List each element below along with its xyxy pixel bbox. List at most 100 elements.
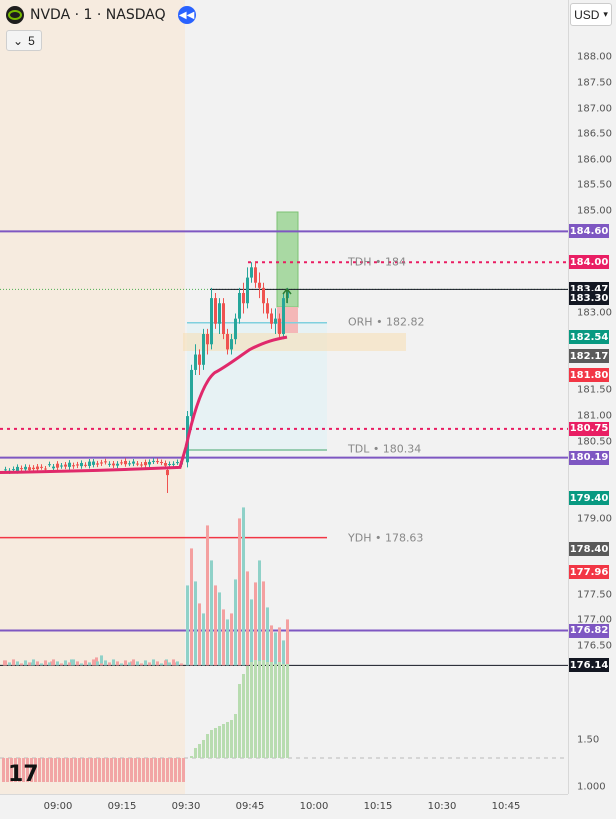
volume-bar <box>278 627 281 666</box>
price-tick: 1.000 <box>577 781 606 793</box>
time-axis[interactable]: 09:00 09:15 09:30 09:45 10:00 10:15 10:30 10:45 <box>0 794 568 819</box>
currency-selector[interactable]: USD ▾ <box>570 3 612 26</box>
indicator-bar <box>102 758 105 782</box>
indicator-bar <box>10 758 13 782</box>
candle <box>52 466 55 469</box>
badge-183-30: 183.30 <box>569 291 609 306</box>
time-tick: 10:45 <box>491 801 521 812</box>
time-tick: 10:15 <box>363 801 393 812</box>
indicator-bar <box>282 664 285 758</box>
indicator-bar <box>254 660 257 758</box>
indicator-bar <box>258 661 261 758</box>
indicator-bar <box>30 758 33 782</box>
price-tick: 181.00 <box>577 410 612 422</box>
chevron-down-icon: ▾ <box>603 9 608 19</box>
volume-bar <box>120 663 123 666</box>
volume-bar <box>128 662 131 666</box>
indicator-bar <box>54 758 57 782</box>
indicator-bar <box>250 662 253 758</box>
volume-bar <box>250 599 253 666</box>
indicator-bar <box>262 660 265 758</box>
candle <box>4 469 7 471</box>
candle <box>56 463 59 468</box>
badge-180-19: 180.19 <box>569 450 609 465</box>
badge-182-54: 182.54 <box>569 330 609 345</box>
price-tick: 177.50 <box>577 589 612 601</box>
volume-bar <box>274 632 277 666</box>
volume-bar <box>262 581 265 666</box>
price-axis[interactable]: 188.00 187.50 187.00 186.50 186.00 185.50 185.… <box>568 0 616 794</box>
vwap-line <box>0 335 288 475</box>
candle <box>282 298 285 335</box>
badge-176-14: 176.14 <box>569 658 609 673</box>
volume-bar <box>64 660 67 666</box>
volume-bar <box>100 655 103 666</box>
candle <box>68 462 71 467</box>
candle <box>108 463 111 465</box>
indicator-bar <box>62 758 65 782</box>
candle <box>28 467 31 471</box>
indicator-bar <box>170 758 173 782</box>
indicator-bar <box>194 748 197 758</box>
volume-bar <box>202 613 205 666</box>
candle <box>80 462 83 467</box>
indicator-bar <box>138 758 141 782</box>
rewind-icon[interactable]: ◀◀ <box>177 6 196 24</box>
tradingview-logo[interactable]: 17 <box>8 762 39 787</box>
candle <box>40 466 43 468</box>
time-tick: 09:45 <box>235 801 265 812</box>
candle <box>202 334 205 365</box>
volume-bar <box>198 603 201 666</box>
volume-bar <box>258 560 261 666</box>
candle <box>246 277 249 304</box>
volume-bar <box>4 660 7 666</box>
indicator-bar <box>198 744 201 758</box>
indicator-bar <box>70 758 73 782</box>
candle <box>234 318 237 340</box>
volume-bar <box>88 662 91 666</box>
candle <box>72 465 75 467</box>
interval-dropdown[interactable]: ⌄ 5 <box>6 30 42 51</box>
candle <box>64 464 67 467</box>
indicator-bar <box>110 758 113 782</box>
indicator-bar <box>234 714 237 758</box>
indicator-bar <box>46 758 49 782</box>
volume-bar <box>172 659 175 666</box>
indicator-bar <box>106 758 109 782</box>
symbol-title[interactable]: NVDA · 1 · NASDAQ <box>30 7 166 23</box>
volume-bar <box>210 560 213 666</box>
indicator-bar <box>174 758 177 782</box>
position-arrow-icon <box>282 287 292 303</box>
candle <box>112 463 115 466</box>
volume-bar <box>246 571 249 666</box>
indicator-bar <box>238 684 241 758</box>
chart-area[interactable]: TDH • 184 ORH • 182.82 TDL • 180.34 YDH … <box>0 0 568 794</box>
indicator-bar <box>242 674 245 758</box>
volume-bar <box>144 660 147 666</box>
price-tick: 185.00 <box>577 205 612 217</box>
indicator-bar <box>178 758 181 782</box>
candle <box>238 292 241 319</box>
time-tick: 09:30 <box>171 801 201 812</box>
volume-bar <box>92 659 95 666</box>
volume-bar <box>16 661 19 666</box>
volume-bar <box>36 661 39 666</box>
volume-bar <box>124 660 127 666</box>
volume-bar <box>160 663 163 666</box>
candle <box>16 466 19 472</box>
indicator-bar <box>122 758 125 782</box>
volume-bar <box>28 662 31 666</box>
indicator-bar <box>210 730 213 758</box>
volume-bar <box>164 660 167 666</box>
volume-bar <box>20 663 23 666</box>
indicator-bar <box>230 720 233 758</box>
volume-bar <box>80 663 83 666</box>
symbol-header[interactable]: NVDA · 1 · NASDAQ ◀◀ <box>6 4 196 26</box>
indicator-bar <box>74 758 77 782</box>
chart-canvas[interactable] <box>0 0 568 794</box>
indicator-bar <box>94 758 97 782</box>
volume-bar <box>48 662 51 666</box>
volume-bar <box>68 662 71 666</box>
indicator-bar <box>182 758 185 782</box>
badge-176-82: 176.82 <box>569 623 609 638</box>
